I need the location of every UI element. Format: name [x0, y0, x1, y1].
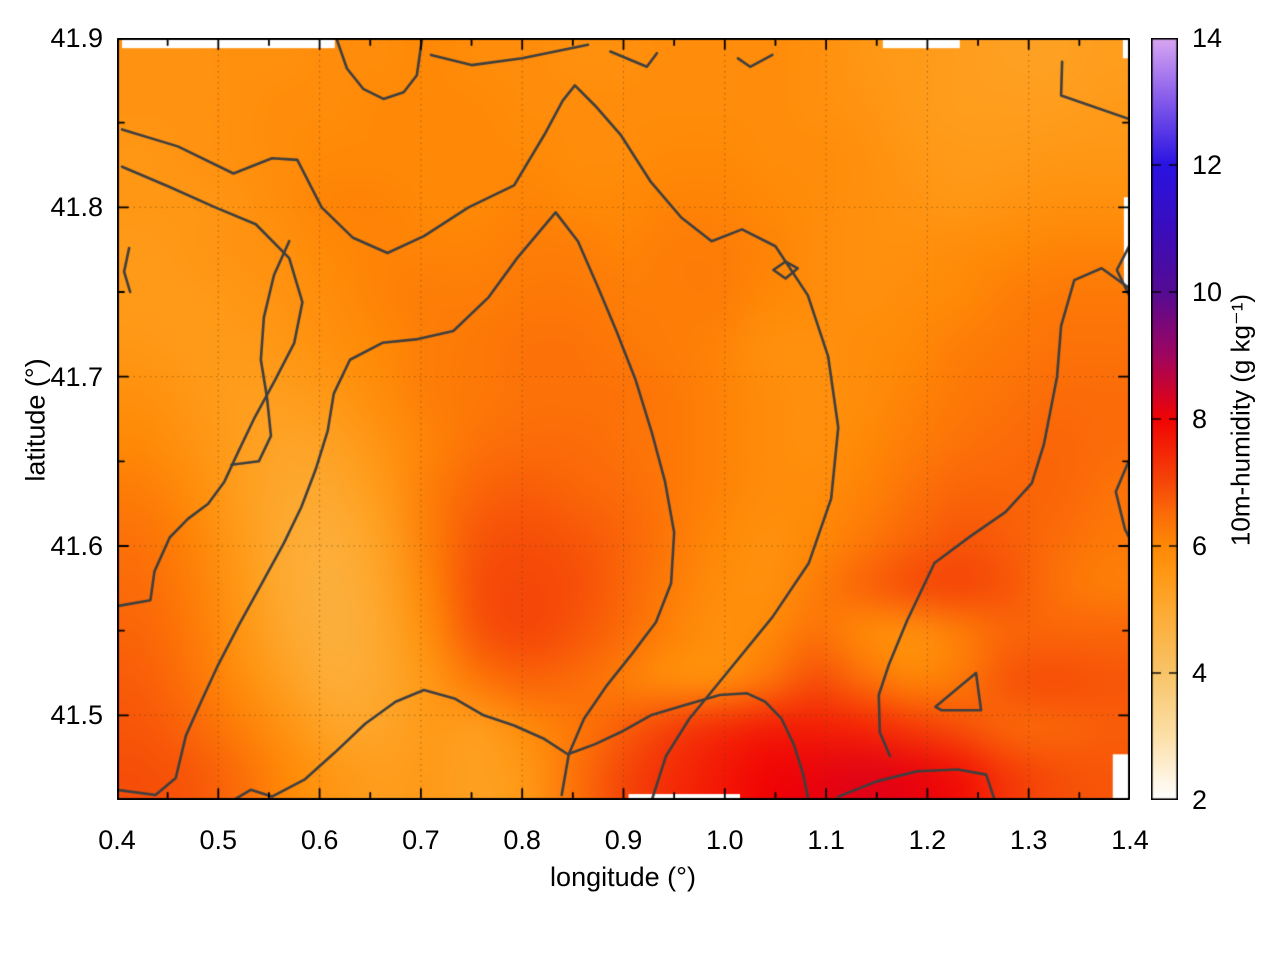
y-tick-label: 41.9 — [50, 23, 103, 53]
colorbar-tick-label: 10 — [1192, 277, 1223, 307]
y-tick-label: 41.7 — [50, 361, 103, 392]
x-tick-label: 1.3 — [1009, 825, 1048, 855]
colorbar-tick-label: 6 — [1192, 531, 1208, 561]
x-tick-label: 1.2 — [908, 825, 947, 855]
colorbar-tick-label: 12 — [1192, 150, 1223, 180]
colorbar-tick-label: 14 — [1192, 23, 1223, 53]
heatmap-plot-area — [117, 38, 1130, 800]
y-axis-title: latitude (°) — [20, 358, 51, 482]
x-tick-label: 0.7 — [402, 825, 440, 855]
colorbar-title: 10m-humidity (g kg⁻¹) — [1225, 293, 1256, 547]
x-tick-label: 0.5 — [199, 825, 238, 855]
colorbar-tick-label: 2 — [1192, 785, 1208, 815]
x-axis-title: longitude (°) — [550, 862, 696, 892]
x-tick-label: 1.1 — [807, 825, 845, 855]
x-tick-label: 0.6 — [300, 825, 339, 855]
y-tick-label: 41.6 — [50, 531, 103, 561]
x-tick-label: 0.4 — [98, 825, 136, 855]
x-tick-label: 0.9 — [604, 825, 643, 855]
y-tick-label: 41.5 — [50, 700, 103, 731]
y-tick-label: 41.8 — [50, 192, 103, 223]
x-tick-label: 1.0 — [706, 825, 744, 855]
x-tick-label: 0.8 — [503, 825, 541, 855]
colorbar — [1151, 38, 1178, 800]
colorbar-tick-label: 4 — [1192, 658, 1208, 688]
colorbar-tick-label: 8 — [1192, 404, 1208, 434]
x-tick-label: 1.4 — [1111, 825, 1149, 855]
